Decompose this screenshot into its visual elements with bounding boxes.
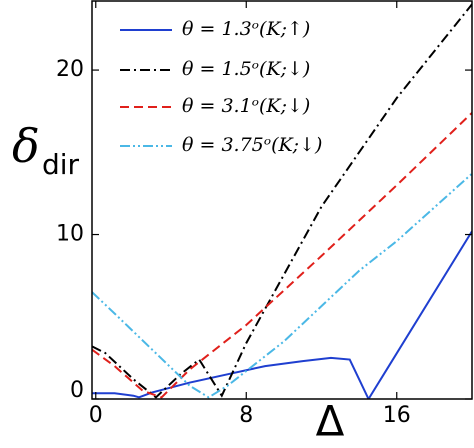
legend-label: θ = 1.5ᵒ(K;↓): [182, 58, 310, 80]
legend-label: θ = 1.3ᵒ(K;↑): [182, 18, 310, 40]
series-line: [92, 3, 472, 399]
x-tick-label: 16: [383, 403, 411, 428]
series-line: [92, 172, 472, 399]
series-line: [92, 230, 472, 399]
legend-label: θ = 3.75ᵒ(K;↓): [182, 134, 322, 156]
series-line: [92, 112, 472, 399]
legend-label: θ = 3.1ᵒ(K;↓): [182, 95, 310, 117]
y-tick-label: 0: [70, 378, 84, 403]
x-tick-label: 8: [239, 403, 253, 428]
plot-frame: [91, 0, 473, 400]
x-tick-label: 0: [89, 403, 103, 428]
x-axis-label: Δ: [316, 397, 345, 446]
y-axis-label: δ: [12, 119, 40, 173]
y-axis-label-subscript: dir: [42, 148, 80, 181]
y-tick-label: 20: [56, 57, 84, 82]
y-tick-label: 10: [56, 222, 84, 247]
